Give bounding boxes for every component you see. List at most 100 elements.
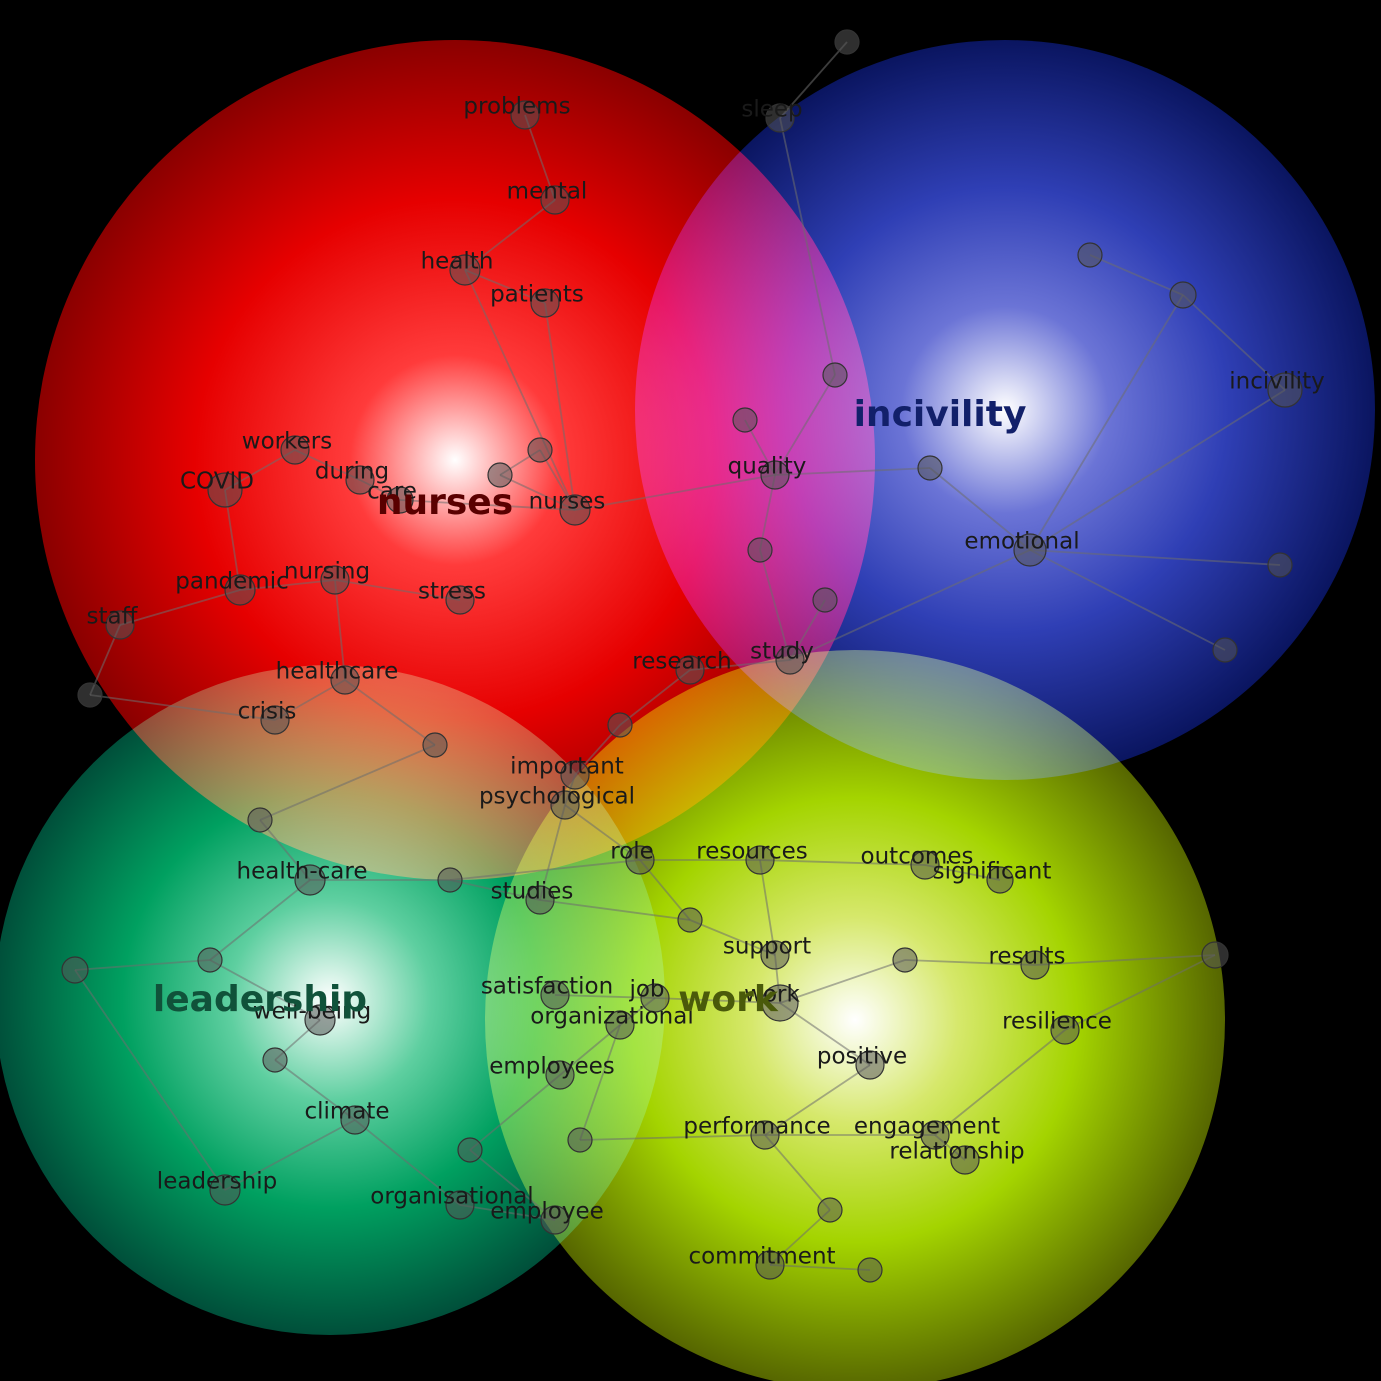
node-dot <box>1268 373 1302 407</box>
node-label: organizational <box>530 1006 694 1029</box>
node-dot <box>446 1191 474 1219</box>
node-dot <box>921 1121 949 1149</box>
node-dot <box>893 948 917 972</box>
node-label: study <box>750 641 814 664</box>
node-label: outcomes <box>861 846 974 869</box>
edge <box>770 1210 830 1265</box>
cluster-circle-incivility <box>635 40 1375 780</box>
node-label: health-care <box>237 861 368 884</box>
edge <box>360 480 400 500</box>
node-dot <box>1051 1016 1079 1044</box>
edge <box>500 450 540 475</box>
edge <box>775 468 930 475</box>
edge <box>580 1135 765 1140</box>
cluster-label-work: work <box>678 982 778 1018</box>
edges-group <box>75 42 1285 1270</box>
graph-layer <box>0 0 1381 1381</box>
edge <box>555 995 655 998</box>
node-dot <box>546 1061 574 1089</box>
node-label: pandemic <box>175 571 288 594</box>
edge <box>760 860 775 955</box>
node-label: problems <box>463 96 570 119</box>
node-label: COVID <box>180 471 254 494</box>
node-dot <box>62 957 88 983</box>
node-label: support <box>723 936 811 959</box>
node-dot <box>918 456 942 480</box>
edge <box>260 745 435 820</box>
node-dot <box>1213 638 1237 662</box>
edge <box>1030 390 1285 550</box>
edge <box>640 860 690 920</box>
node-dot <box>733 408 757 432</box>
node-dot <box>761 941 789 969</box>
node-label: organisational <box>370 1186 533 1209</box>
node-dot <box>261 706 289 734</box>
node-dot <box>551 791 579 819</box>
cluster-label-leadership: leadership <box>153 982 367 1018</box>
edge <box>575 725 620 775</box>
node-label: relationship <box>889 1141 1024 1164</box>
edge <box>275 680 345 720</box>
edge <box>465 270 575 510</box>
node-dot <box>346 466 374 494</box>
edge <box>120 590 240 625</box>
edge <box>335 580 460 600</box>
edge <box>90 625 120 695</box>
edge <box>225 450 295 490</box>
node-dot <box>438 868 462 892</box>
node-label: care <box>367 481 417 504</box>
edge <box>275 1060 355 1120</box>
node-dot <box>528 438 552 462</box>
node-label: nursing <box>284 561 370 584</box>
node-dot <box>568 1128 592 1152</box>
node-label: positive <box>817 1046 907 1069</box>
edge <box>655 998 780 1003</box>
node-label: well-being <box>253 1001 371 1024</box>
node-dot <box>818 1198 842 1222</box>
node-label: stress <box>418 581 486 604</box>
edge <box>690 660 790 670</box>
edge <box>355 1120 460 1205</box>
edge <box>1030 550 1280 565</box>
node-dot <box>756 1251 784 1279</box>
node-label: employee <box>490 1201 604 1224</box>
edge <box>620 998 655 1025</box>
edge <box>525 115 555 200</box>
node-dot <box>458 1138 482 1162</box>
node-label: sleep <box>741 99 802 122</box>
node-label: resources <box>696 841 807 864</box>
node-dot <box>1014 534 1046 566</box>
node-dot <box>488 463 512 487</box>
node-dot <box>608 713 632 737</box>
edge <box>760 550 790 660</box>
node-label: quality <box>728 456 807 479</box>
node-dot <box>423 733 447 757</box>
node-dot <box>321 566 349 594</box>
edge <box>765 1135 830 1210</box>
edge <box>905 960 1035 965</box>
edge <box>580 1025 620 1140</box>
node-label: employees <box>489 1056 615 1079</box>
node-label: healthcare <box>276 661 399 684</box>
node-dot <box>511 101 539 129</box>
node-dot <box>225 575 255 605</box>
node-label: job <box>629 979 664 1002</box>
node-label: emotional <box>964 531 1079 554</box>
node-label: patients <box>490 284 584 307</box>
node-dot <box>446 586 474 614</box>
edge <box>1035 955 1215 965</box>
edge <box>1065 955 1215 1030</box>
edge <box>565 805 640 860</box>
edge <box>935 1135 965 1160</box>
node-dot <box>762 985 798 1021</box>
node-dot <box>541 186 569 214</box>
edge <box>450 860 640 880</box>
node-label: results <box>988 946 1065 969</box>
node-dot <box>248 808 272 832</box>
edge <box>470 1150 555 1220</box>
node-label: health <box>421 251 494 274</box>
edge <box>465 200 555 270</box>
node-dot <box>911 851 939 879</box>
node-dot <box>766 104 794 132</box>
node-dot <box>751 1121 779 1149</box>
